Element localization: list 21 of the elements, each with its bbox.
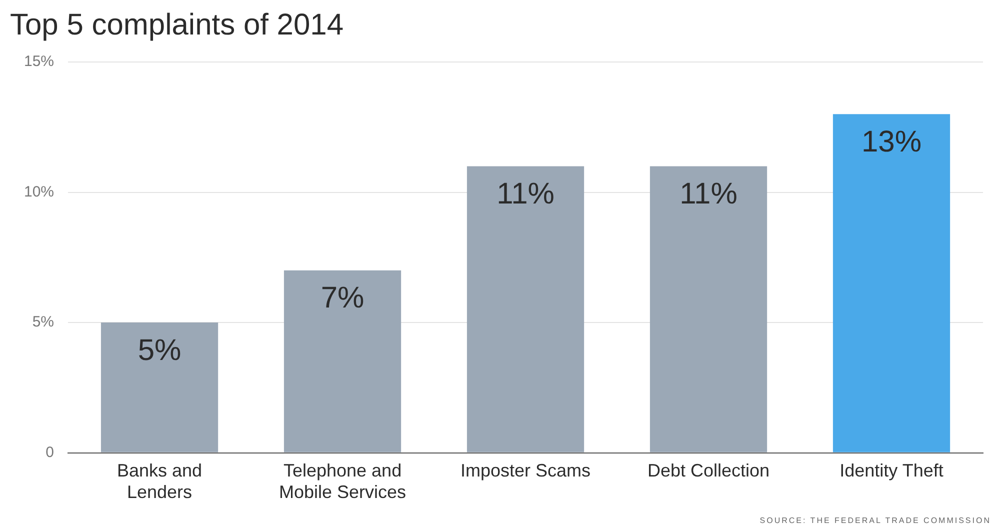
bar [650,166,768,452]
data-label: 11% [680,177,738,210]
y-tick-label: 10% [24,183,54,200]
data-label: 5% [138,334,182,367]
data-label: 11% [496,177,554,210]
x-tick-label: Banks and Lenders [116,460,202,502]
bar [832,114,950,452]
bar [466,166,584,452]
chart-title: Top 5 complaints of 2014 [10,8,344,42]
x-tick-label: Telephone and Mobile Services [278,460,406,502]
data-label: 13% [861,125,922,158]
x-tick-label: Debt Collection [647,460,770,481]
y-tick-label: 0 [46,444,54,461]
x-tick-label: Imposter Scams [460,460,591,481]
y-tick-label: 15% [24,53,54,70]
bar [284,270,402,452]
data-label: 7% [320,282,364,315]
x-tick-label: Identity Theft [840,460,944,481]
bar [100,322,218,452]
source-note: SOURCE: THE FEDERAL TRADE COMMISSION [760,516,991,525]
y-tick-label: 5% [32,314,54,331]
